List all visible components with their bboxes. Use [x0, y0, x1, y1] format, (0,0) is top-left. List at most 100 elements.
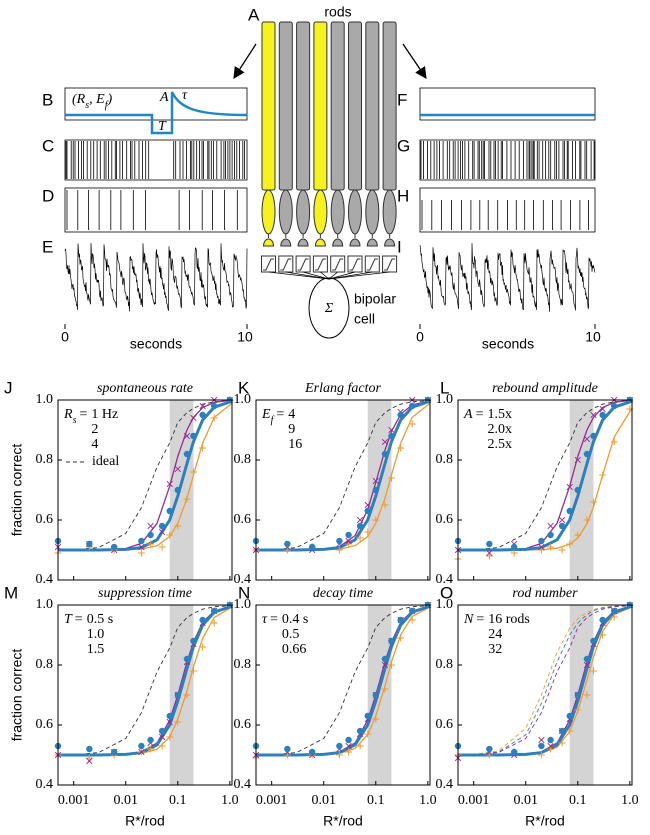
data-point [388, 432, 395, 440]
panel-label: O [440, 583, 453, 602]
data-point [408, 420, 416, 428]
y-tick-label: 1.0 [234, 597, 252, 612]
data-point [308, 748, 316, 756]
data-point [388, 426, 395, 434]
fit-curve [58, 399, 233, 552]
legend-label: 1.0 [87, 627, 105, 642]
x-tick-label: 0.1 [569, 793, 587, 808]
synapse-curve [349, 258, 361, 271]
time-tick-label: 0 [61, 329, 69, 345]
rod-outer-segment [313, 21, 328, 191]
panel-label: B [42, 90, 53, 109]
data-point [574, 531, 582, 539]
y-tick-label: 0.6 [36, 717, 54, 732]
time-ticks [419, 324, 596, 329]
data-point [388, 637, 395, 645]
fit-curve [457, 400, 633, 551]
data-point [166, 507, 173, 515]
axes-frame [255, 604, 431, 786]
data-point [610, 613, 618, 621]
data-point [510, 748, 518, 756]
connection [320, 271, 330, 280]
data-point [364, 501, 371, 509]
data-point [558, 727, 566, 735]
trace-box [64, 87, 248, 121]
data-point [566, 483, 573, 491]
data-point [583, 661, 591, 669]
data-point [538, 736, 545, 744]
data-point [558, 739, 566, 747]
data-point [408, 402, 416, 410]
data-point [381, 450, 389, 458]
data-point [610, 438, 618, 446]
data-point [183, 691, 191, 699]
data-point [547, 742, 554, 750]
x-tick-label: 1.0 [221, 793, 239, 808]
fit-curve [255, 400, 431, 551]
legend-eq: = [476, 612, 484, 627]
data-point [147, 540, 155, 548]
data-point [574, 456, 581, 464]
x-tick-label: 0.01 [513, 793, 538, 808]
bipolar-cell [308, 277, 350, 339]
data-point [210, 402, 218, 410]
tau-label: τ [182, 88, 188, 103]
data-point [174, 691, 181, 699]
x-tick-label: 0.01 [311, 793, 336, 808]
rod-inner-segment [296, 189, 311, 235]
axes-frame [57, 604, 233, 786]
y-tick-label: 0.6 [234, 717, 252, 732]
panel-label: A [248, 5, 260, 24]
y-tick-label: 0.6 [36, 512, 54, 527]
trace-box [64, 139, 248, 181]
panel-title: Erlang factor [304, 381, 381, 396]
data-point [199, 411, 206, 419]
panel-title: suppression time [98, 586, 192, 601]
panel-label: M [4, 583, 18, 602]
data-point [86, 540, 93, 548]
x-axis-label: R*/rod [125, 813, 165, 829]
rod-terminal [262, 234, 275, 247]
panel-label: L [440, 378, 449, 397]
data-point [566, 712, 573, 720]
panel-label: K [238, 378, 250, 397]
fit-curve [458, 407, 633, 551]
data-point [397, 444, 405, 452]
data-point [189, 667, 197, 675]
time-tick-label: 10 [237, 329, 253, 345]
data-point [199, 616, 206, 624]
arrow [402, 43, 427, 79]
x-tick-label: 0.001 [458, 793, 490, 808]
data-point [174, 718, 182, 726]
fit-curve [457, 605, 633, 756]
data-point [589, 498, 597, 506]
legend-label: 1 Hz [91, 407, 118, 422]
y-tick-label: 0.8 [36, 657, 54, 672]
param-part: ) [106, 92, 112, 107]
fit-curve [457, 604, 633, 756]
param-part: , E [89, 92, 105, 107]
rod-outer-segment [278, 21, 293, 191]
data-point [147, 531, 154, 539]
legend-subscript: f [271, 415, 275, 426]
spike-train [66, 190, 238, 230]
rod-inner-segment [261, 189, 276, 235]
y-tick-label: 0.6 [234, 512, 252, 527]
fit-curve [458, 606, 633, 756]
connection [268, 271, 330, 280]
data-point [336, 537, 343, 545]
data-point [589, 667, 597, 675]
spike-train [421, 200, 589, 230]
rod-inner-segment [313, 189, 328, 235]
connection [328, 271, 356, 280]
shaded-range [367, 400, 392, 580]
data-point [166, 718, 173, 726]
shaded-range [569, 400, 594, 580]
connection [285, 271, 330, 280]
panel-label: N [238, 583, 250, 602]
rod-terminal [384, 234, 396, 247]
y-tick-label: 0.8 [234, 452, 252, 467]
data-point [372, 486, 379, 494]
